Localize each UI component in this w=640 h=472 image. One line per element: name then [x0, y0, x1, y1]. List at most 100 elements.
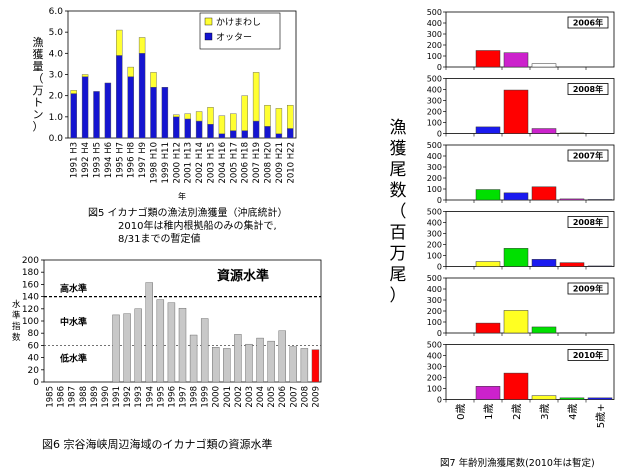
bar-age-count: [559, 397, 585, 400]
x-tick-label: 2歳: [511, 404, 523, 420]
bar-kakemawashi: [184, 113, 191, 120]
y-tick-label: 3.0: [49, 71, 64, 81]
panel-label: 2009年: [573, 284, 603, 294]
bar-kakemawashi: [150, 72, 157, 88]
y-tick-label: 120: [22, 305, 39, 315]
x-tick-label: 1994 H6: [104, 142, 114, 178]
x-tick-label: 1988: [79, 386, 89, 408]
y-tick-label: 500: [427, 208, 442, 217]
x-tick-label: 1994: [145, 386, 155, 408]
bar-index: [300, 348, 309, 383]
panel-frame: [445, 144, 615, 201]
x-tick-label: 2009: [311, 386, 321, 408]
bar-index: [145, 282, 153, 383]
bar-kakemawashi: [127, 66, 134, 77]
bar-kakemawashi: [81, 74, 89, 77]
y-tick-label: 0: [437, 130, 442, 139]
bar-otter: [241, 130, 248, 139]
x-tick-label: 2005: [267, 386, 277, 408]
y-axis-label-char: ト: [33, 96, 44, 109]
y-axis-label-char: 数: [12, 332, 21, 343]
bar-age-count: [559, 262, 585, 267]
bar-age-count: [503, 372, 529, 400]
figure5-caption-line2: 2010年は稚内根拠船のみの集計で,: [118, 221, 277, 232]
y-axis-label-char: 量: [33, 60, 44, 73]
x-tick-label: 1999 H11: [161, 142, 171, 184]
y-axis-label-char: ）: [33, 120, 44, 133]
bar-age-count: [503, 89, 529, 134]
bar-index: [112, 314, 120, 383]
x-tick-label: 1987: [68, 386, 78, 408]
y-tick-label: 40: [28, 354, 40, 364]
y-tick-label: 500: [427, 141, 442, 150]
bar-kakemawashi: [207, 107, 214, 125]
x-tick-label: 2007: [289, 386, 299, 408]
y-tick-label: 500: [427, 75, 442, 84]
bar-age-count: [531, 259, 557, 267]
x-tick-label: 2006: [278, 386, 288, 408]
y-tick-label: 200: [427, 241, 442, 250]
bar-otter: [70, 93, 77, 139]
bar-kakemawashi: [264, 104, 271, 127]
figure5-caption-line1: 図5 イカナゴ類の漁法別漁獲量（沖底統計）: [88, 208, 288, 219]
y-tick-label: 400: [427, 285, 442, 294]
mid-level-label: 中水準: [60, 316, 87, 328]
y-tick-label: 400: [427, 219, 442, 228]
bar-index: [289, 346, 297, 383]
bar-index: [278, 330, 286, 383]
x-tick-label: 2000: [212, 386, 222, 408]
legend-label: かけまわし: [216, 17, 261, 28]
bar-age-count: [503, 52, 529, 68]
bar-age-count: [475, 189, 501, 201]
x-tick-label: 1989: [90, 386, 100, 408]
x-tick-label: 2006 H18: [241, 142, 251, 184]
y-tick-label: 100: [427, 252, 442, 261]
bar-otter: [252, 120, 260, 139]
low-level-label: 低水準: [59, 353, 87, 365]
y-tick-label: 300: [427, 363, 442, 372]
panel-label: 2008年: [573, 84, 603, 94]
x-tick-label: 2000 H12: [172, 142, 182, 184]
bar-age-count: [559, 198, 585, 201]
bar-kakemawashi: [252, 72, 260, 122]
bar-index: [212, 347, 220, 383]
catch-by-age-y-axis-label: 漁獲尾数（百万尾）: [389, 118, 407, 306]
legend-box: [199, 12, 281, 50]
y-axis-label-char: 準: [12, 310, 21, 321]
x-tick-label: 1998 H10: [150, 142, 160, 184]
x-tick-label: 1992 H4: [81, 142, 91, 178]
y-tick-label: 100: [427, 52, 442, 61]
bar-age-count: [587, 199, 613, 201]
bar-otter: [173, 116, 180, 139]
x-tick-label: 2001 H13: [184, 142, 194, 184]
bar-age-count: [503, 248, 529, 267]
y-tick-label: 200: [427, 41, 442, 50]
bar-index: [311, 349, 320, 383]
bar-kakemawashi: [173, 114, 180, 118]
panel-label-box: [567, 83, 609, 95]
x-tick-label: 1991: [112, 386, 122, 408]
bar-age-count: [531, 186, 557, 201]
panel-label-box: [567, 349, 609, 361]
figure7-caption: 図7 年齢別漁獲尾数(2010年は暫定): [440, 458, 595, 469]
figure6-caption: 図6 宗谷海峡周辺海域のイカナゴ類の資源水準: [42, 437, 273, 451]
bar-age-count: [531, 326, 557, 334]
catch-by-age-chart: 0 100 200 300 400 500 2006年 0 100 200 300 400 500 200…: [427, 8, 615, 428]
y-tick-label: 5.0: [49, 28, 64, 38]
y-tick-label: 100: [427, 185, 442, 194]
y-tick-label: 500: [427, 341, 442, 350]
bar-kakemawashi: [287, 104, 294, 129]
bar-otter: [207, 124, 214, 139]
x-tick-label: 2004: [256, 386, 266, 408]
bar-otter: [218, 133, 226, 139]
y-tick-label: 300: [427, 30, 442, 39]
y-tick-label: 200: [427, 108, 442, 117]
x-tick-label: 0歳: [455, 404, 467, 420]
y-tick-label: 300: [427, 230, 442, 239]
x-tick-label: 1997 H9: [138, 142, 148, 178]
x-tick-label: 2004 H16: [218, 142, 228, 184]
y-tick-label: 160: [22, 280, 39, 290]
y-tick-label: 100: [427, 119, 442, 128]
y-axis-label-char: 水: [12, 299, 21, 310]
y-tick-label: 100: [427, 385, 442, 394]
